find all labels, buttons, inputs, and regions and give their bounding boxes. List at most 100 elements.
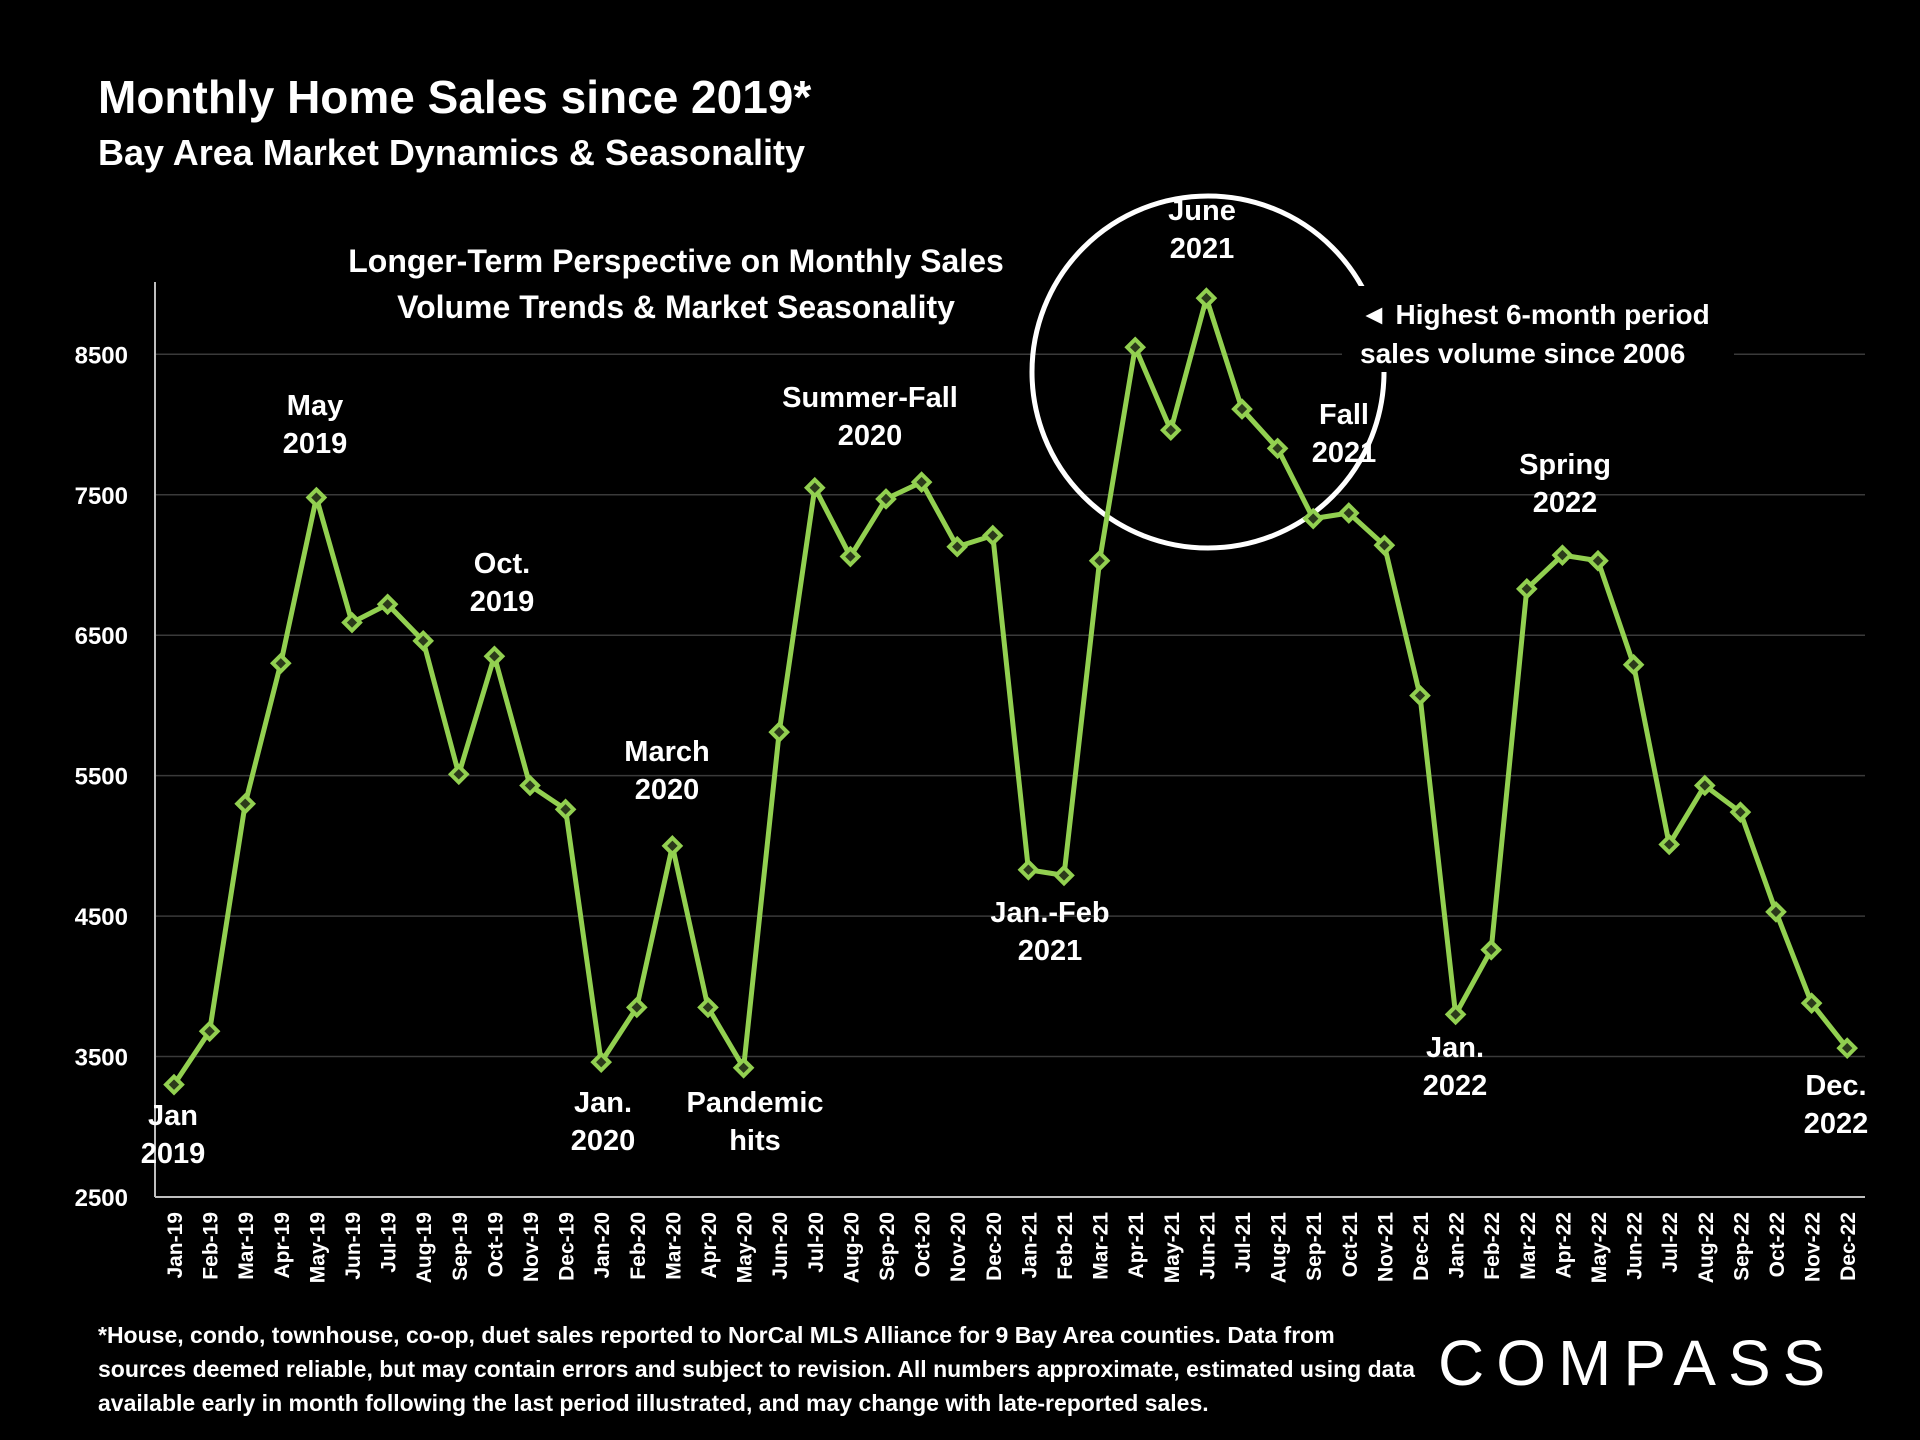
data-point (234, 792, 257, 815)
line-chart: Longer-Term Perspective on Monthly Sales… (75, 193, 1869, 1284)
x-tick-label: Dec-21 (1410, 1212, 1433, 1281)
x-tick-label: May-19 (306, 1212, 329, 1283)
data-point (1515, 578, 1538, 600)
data-point (519, 774, 541, 797)
annotation-label: 2020 (838, 420, 903, 452)
callout-label: ◄ Highest 6-month period (1360, 299, 1710, 330)
x-tick-label: Apr-19 (271, 1212, 294, 1279)
x-tick-label: Sep-19 (449, 1212, 472, 1281)
x-tick-label: Sep-20 (876, 1212, 899, 1281)
x-tick-label: May-21 (1161, 1212, 1184, 1284)
data-point (1053, 864, 1075, 887)
x-axis-ticks: Jan-19 Feb-19 Mar-19 Apr-19 May-19 Jun-19 Jul-… (164, 1212, 1860, 1284)
data-point (1765, 901, 1787, 923)
data-point (1159, 419, 1182, 441)
data-point (1266, 437, 1289, 460)
data-point (1800, 992, 1823, 1015)
x-tick-label: Apr-21 (1125, 1212, 1148, 1279)
x-tick-label: Apr-20 (698, 1212, 721, 1279)
data-point (1088, 549, 1111, 572)
annotation-label: 2022 (1804, 1108, 1869, 1140)
y-tick-label: 2500 (75, 1185, 128, 1212)
annotation-label: 2021 (1312, 437, 1377, 469)
data-point (163, 1073, 185, 1096)
data-point (625, 996, 648, 1019)
y-tick-label: 3500 (75, 1045, 128, 1072)
x-tick-label: Nov-22 (1802, 1212, 1825, 1282)
annotation-label: Jan. (1426, 1032, 1484, 1064)
data-point (412, 629, 435, 652)
annotation-label: June (1168, 195, 1236, 227)
annotation-label: hits (729, 1125, 781, 1157)
data-point (1551, 544, 1574, 566)
annotation-label: 2021 (1170, 233, 1235, 265)
annotations: Jan 2019 May 2019 Oct. 2019 Jan. 2020 March 2020 P… (141, 195, 1869, 1170)
compass-logo: COMPASS (1438, 1327, 1838, 1399)
x-tick-label: Jul-20 (805, 1212, 828, 1273)
x-tick-label: Nov-21 (1374, 1212, 1397, 1282)
data-point (1587, 549, 1609, 572)
y-tick-label: 8500 (75, 342, 128, 369)
series-line (171, 295, 1850, 1087)
callout-label: sales volume since 2006 (1360, 338, 1685, 369)
x-tick-label: Mar-19 (235, 1212, 258, 1280)
data-point (1693, 774, 1716, 797)
x-tick-label: Aug-21 (1268, 1212, 1291, 1283)
annotation-label: Dec. (1805, 1070, 1866, 1102)
data-point (1195, 287, 1218, 309)
x-tick-label: Jun-19 (342, 1212, 365, 1280)
page-subtitle: Bay Area Market Dynamics & Seasonality (98, 132, 805, 173)
data-point (1302, 507, 1325, 530)
annotation-label: Summer-Fall (782, 382, 958, 414)
x-tick-label: Oct-21 (1339, 1212, 1362, 1278)
data-point (305, 486, 328, 509)
x-tick-label: Nov-19 (520, 1212, 543, 1282)
footnote: *House, condo, townhouse, co-op, duet sa… (98, 1322, 1415, 1416)
annotation-label: May (287, 390, 343, 422)
annotation-label: Jan (148, 1100, 198, 1132)
data-point (341, 611, 363, 634)
annotation-label: Jan. (574, 1087, 632, 1119)
data-point (768, 721, 791, 743)
annotation-label: March (624, 736, 709, 768)
x-tick-label: May-22 (1588, 1212, 1611, 1283)
x-tick-label: Jun-22 (1624, 1212, 1647, 1280)
x-tick-label: Jan-19 (164, 1212, 187, 1279)
annotation-label: 2020 (571, 1125, 636, 1157)
x-tick-label: Mar-22 (1517, 1212, 1540, 1280)
data-point (1444, 1003, 1467, 1026)
x-tick-label: Jan-20 (591, 1212, 614, 1279)
data-point (590, 1051, 613, 1073)
x-tick-label: Nov-20 (947, 1212, 970, 1282)
x-tick-label: Jul-21 (1232, 1212, 1255, 1273)
y-tick-label: 6500 (75, 623, 128, 650)
y-tick-label: 7500 (75, 483, 128, 510)
annotation-label: Jan.-Feb (990, 897, 1109, 929)
x-tick-label: Oct-19 (484, 1212, 507, 1277)
annotation-label: 2022 (1423, 1070, 1488, 1102)
data-point (269, 652, 292, 675)
x-tick-label: Apr-22 (1552, 1212, 1575, 1279)
x-tick-label: Jul-22 (1659, 1212, 1682, 1273)
data-point (803, 476, 826, 499)
data-point (732, 1056, 755, 1079)
x-tick-label: Oct-22 (1766, 1212, 1789, 1277)
axes (154, 282, 1865, 1198)
x-tick-label: Aug-22 (1695, 1212, 1718, 1283)
x-tick-label: Jan-21 (1018, 1212, 1041, 1279)
x-tick-label: Jan-22 (1446, 1212, 1469, 1279)
annotation-label: 2019 (470, 586, 535, 618)
data-point (946, 535, 969, 558)
data-point (697, 996, 719, 1019)
chart-title-line-1: Longer-Term Perspective on Monthly Sales (348, 243, 1004, 279)
data-point (1124, 336, 1147, 359)
data-point (554, 798, 577, 821)
data-point (839, 545, 862, 568)
annotation-label: 2020 (635, 774, 700, 806)
data-point (910, 471, 933, 493)
series-monthly-sales (163, 287, 1859, 1096)
x-tick-label: Jun-20 (769, 1212, 792, 1280)
y-tick-label: 5500 (75, 764, 128, 791)
data-point (1729, 801, 1752, 823)
x-tick-label: Sep-22 (1730, 1212, 1753, 1281)
